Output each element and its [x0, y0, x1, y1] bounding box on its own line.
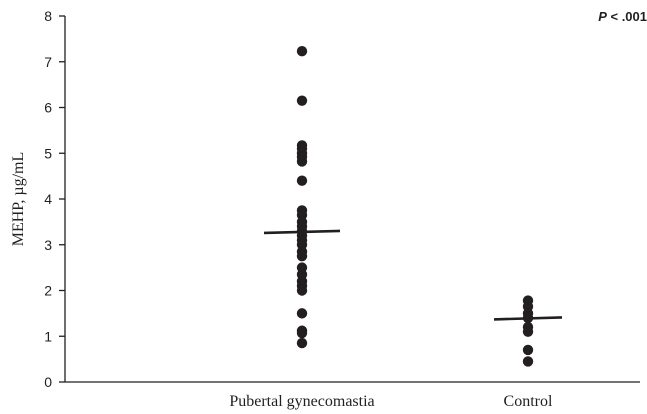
data-point — [296, 327, 308, 339]
y-tick-label: 7 — [44, 54, 52, 70]
data-point — [522, 356, 534, 367]
p-value-symbol: P — [598, 9, 607, 24]
mean-line — [263, 229, 341, 235]
data-point — [522, 344, 534, 356]
data-point — [296, 156, 308, 167]
y-tick-label: 0 — [44, 374, 52, 390]
p-value-annotation: P < .001 — [598, 9, 647, 24]
y-tick-label: 5 — [44, 145, 52, 161]
x-category-label: Control — [504, 393, 553, 410]
y-tick-label: 2 — [44, 283, 52, 299]
mean-lines — [263, 229, 563, 321]
y-tick-label: 4 — [44, 191, 52, 207]
data-points — [296, 46, 534, 367]
category-labels: Pubertal gynecomastia Control — [229, 393, 553, 410]
data-point — [296, 285, 308, 296]
data-point — [296, 175, 308, 186]
data-point — [522, 326, 534, 337]
y-tick-label: 1 — [44, 328, 52, 344]
y-tick-label: 8 — [44, 8, 52, 24]
data-point — [296, 250, 308, 262]
data-point — [296, 337, 308, 349]
data-point — [296, 46, 308, 57]
data-point — [296, 308, 308, 319]
x-category-label: Pubertal gynecomastia — [229, 393, 374, 410]
y-axis: 0 1 2 3 4 5 6 7 8 — [44, 8, 66, 390]
y-axis-title: MEHP, µg/mL — [10, 152, 27, 247]
mean-line — [493, 316, 563, 321]
y-tick-label: 6 — [44, 100, 52, 116]
data-point — [296, 95, 308, 106]
y-tick-label: 3 — [44, 237, 52, 253]
p-value-text: < .001 — [607, 9, 647, 24]
